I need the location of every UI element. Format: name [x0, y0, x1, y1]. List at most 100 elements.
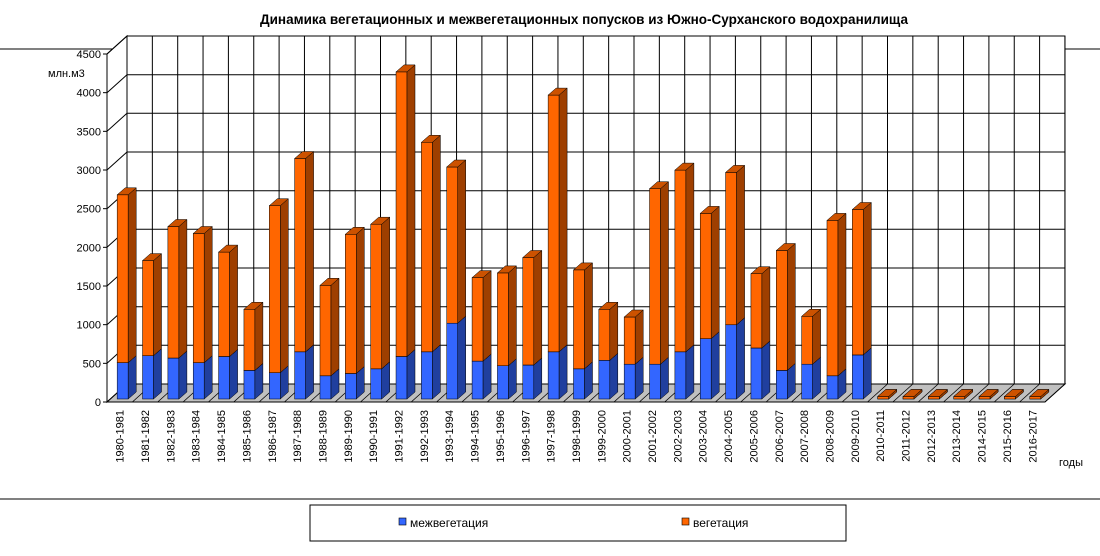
y-tick-label-5: 2500 [77, 204, 101, 216]
bar-side-0-12 [432, 344, 441, 400]
bar-front-0-4 [218, 356, 230, 400]
bar-1-23 [699, 205, 720, 340]
floor-line-36 [1019, 383, 1040, 403]
x-tick-label-14: 1994-1995 [470, 410, 482, 463]
x-tick-label-4: 1984-1985 [216, 410, 228, 463]
bar-front-1-1 [142, 260, 154, 356]
bar-side-0-11 [406, 348, 416, 400]
bar-front-0-1 [142, 355, 154, 400]
bar-front-0-26 [776, 370, 788, 400]
bar-front-1-14 [471, 277, 484, 362]
bar-front-1-34 [978, 396, 991, 400]
y-tick-label-2: 1000 [77, 320, 101, 332]
legend-label-1: вегетация [693, 516, 748, 530]
bar-side-0-2 [178, 350, 188, 400]
y-tick-label-1: 500 [83, 358, 101, 370]
bar-front-0-29 [852, 354, 864, 400]
floor-line-32 [917, 383, 939, 403]
bar-0-4 [217, 348, 239, 400]
bar-side-0-23 [710, 331, 720, 400]
bar-1-10 [370, 216, 391, 370]
bar-front-0-0 [116, 362, 129, 400]
bar-top-1-11 [395, 64, 416, 73]
bar-front-1-22 [674, 169, 687, 353]
bar-1-8 [319, 277, 340, 377]
x-tick-label-34: 2014-2015 [977, 410, 989, 463]
bar-1-25 [750, 266, 771, 349]
bar-front-0-3 [192, 362, 205, 400]
bar-0-11 [395, 348, 416, 400]
bar-top-1-36 [1029, 389, 1050, 397]
bar-1-24 [724, 164, 746, 326]
bar-top-1-31 [902, 389, 923, 397]
bar-front-1-31 [902, 396, 915, 400]
x-tick-label-31: 2011-2012 [901, 410, 913, 462]
bar-front-0-24 [725, 324, 737, 400]
bar-front-1-3 [192, 233, 205, 363]
bar-top-1-2 [167, 219, 188, 227]
bar-side-1-27 [812, 308, 821, 365]
bar-front-0-6 [269, 372, 281, 400]
floor-line-33 [943, 383, 964, 403]
x-tick-label-5: 1985-1986 [241, 410, 253, 463]
bar-top-1-16 [522, 250, 543, 258]
bar-top-1-21 [648, 181, 670, 189]
bar-top-1-34 [978, 389, 999, 397]
bar-side-0-24 [736, 317, 745, 400]
bar-front-1-11 [395, 71, 408, 357]
x-tick-label-28: 2008-2009 [824, 410, 836, 463]
bar-front-0-17 [547, 351, 560, 400]
legend-swatch-1 [681, 517, 690, 526]
bar-top-1-0 [116, 187, 137, 196]
bar-top-1-27 [800, 309, 822, 317]
y-tick-label-7: 3500 [77, 126, 101, 138]
x-tick-label-19: 1999-2000 [596, 410, 608, 463]
legend-swatch-0 [398, 517, 407, 526]
bar-front-0-19 [598, 360, 611, 400]
bar-top-1-32 [927, 389, 949, 397]
bar-top-1-23 [699, 206, 720, 214]
bar-side-1-17 [558, 87, 568, 353]
bar-front-1-35 [1004, 396, 1016, 400]
bar-side-1-5 [254, 301, 264, 371]
bar-side-0-7 [305, 344, 314, 400]
bar-top-1-22 [674, 162, 695, 171]
bar-1-16 [522, 249, 543, 366]
bar-side-1-21 [660, 181, 669, 365]
x-tick-label-6: 1986-1987 [267, 410, 279, 463]
bar-1-14 [471, 270, 492, 362]
bar-front-0-21 [649, 363, 661, 400]
bar-side-1-6 [280, 198, 289, 374]
bar-top-1-20 [623, 309, 644, 318]
bar-front-0-25 [750, 347, 763, 400]
bar-1-15 [496, 265, 518, 367]
bar-1-5 [243, 301, 264, 371]
bar-1-31 [902, 388, 923, 400]
bar-front-1-28 [826, 220, 839, 377]
bar-front-0-12 [421, 351, 433, 400]
bar-front-1-20 [623, 316, 636, 365]
x-tick-label-9: 1989-1990 [343, 410, 355, 463]
bar-top-1-24 [724, 165, 746, 173]
bar-front-0-7 [294, 351, 306, 400]
bar-front-0-9 [345, 373, 357, 400]
bar-side-1-19 [609, 301, 619, 361]
bar-1-12 [420, 134, 442, 353]
bar-1-36 [1029, 388, 1050, 400]
bar-1-1 [141, 253, 163, 357]
bar-top-1-3 [192, 226, 213, 234]
bar-1-17 [547, 87, 568, 353]
x-tick-label-15: 1995-1996 [495, 410, 507, 463]
x-tick-label-20: 2000-2001 [622, 410, 634, 463]
bar-0-17 [547, 344, 568, 400]
legend-box [309, 504, 847, 542]
bar-side-1-7 [305, 150, 314, 353]
bar-front-1-10 [370, 223, 382, 370]
bar-side-1-12 [432, 134, 441, 353]
bar-front-1-23 [699, 213, 712, 339]
bar-1-7 [293, 150, 315, 353]
bar-front-1-17 [547, 94, 560, 353]
bar-front-1-7 [294, 158, 306, 353]
bar-1-13 [446, 159, 467, 324]
bar-1-21 [648, 181, 670, 365]
